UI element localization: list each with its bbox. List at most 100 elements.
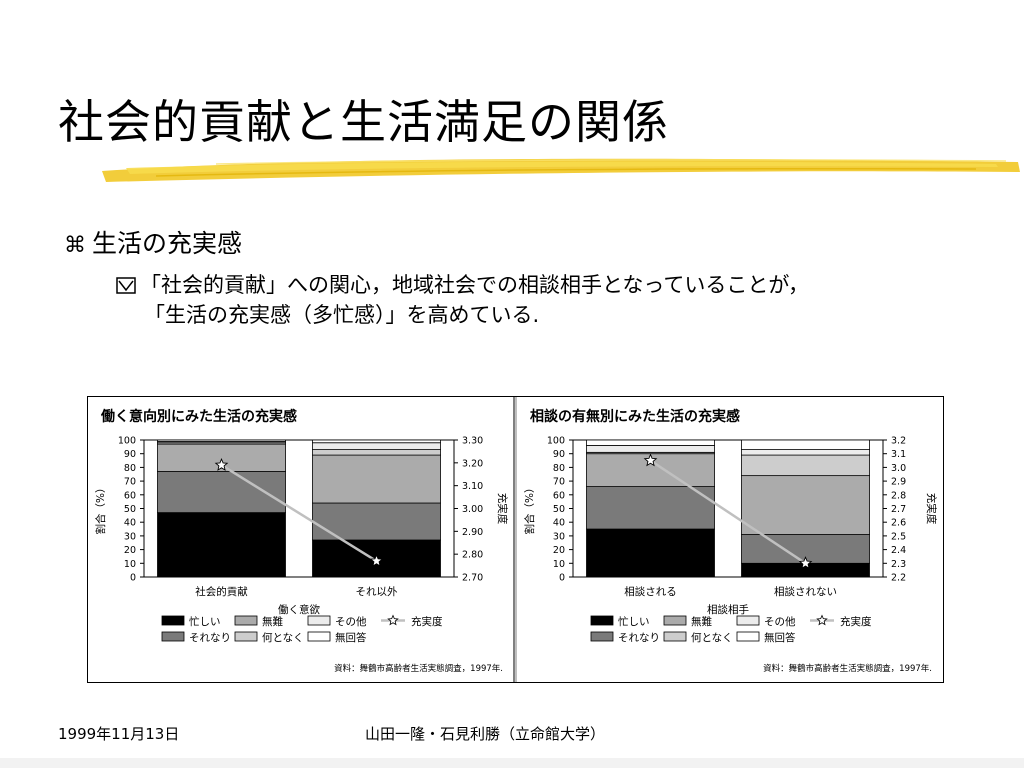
y2-tick-label: 3.10 [462, 481, 483, 492]
legend-swatch-normal [161, 631, 185, 642]
y-tick-label: 60 [553, 490, 565, 501]
y-tick-label: 10 [124, 559, 136, 570]
bar-segment-noanswer [586, 439, 715, 446]
legend-label-other: その他 [335, 615, 367, 628]
footer-authors: 山田一隆・石見利勝（立命館大学） [365, 725, 606, 743]
y-tick-label: 30 [553, 531, 565, 542]
legend-swatch-normal [590, 631, 614, 642]
legend-label-other: その他 [764, 615, 796, 628]
y-axis-label: 割合（%） [523, 483, 536, 535]
y2-tick-label: 2.9 [891, 477, 906, 488]
source-note: 資料：舞鶴市高齢者生活実態調査，1997年. [334, 663, 503, 674]
bar-segment-other [586, 445, 715, 453]
legend-star-icon [387, 614, 399, 626]
y-tick-label: 100 [118, 436, 136, 447]
line-series-fulfillment [649, 459, 807, 565]
legend-label-noanswer: 無回答 [335, 631, 367, 644]
bullet-level2-line2: 「生活の充実感（多忙感）」を高めている. [144, 303, 540, 327]
y2-tick-label: 2.5 [891, 531, 906, 542]
y2-tick-label: 3.0 [891, 463, 906, 474]
bar-segment-noanswer [312, 439, 441, 444]
y2-tick-label: 2.70 [462, 573, 483, 584]
slide-title: 社会的貢献と生活満足の関係 [58, 95, 669, 149]
y-tick-label: 50 [553, 504, 565, 515]
bar-segment-other [741, 449, 870, 456]
bar-segment-somehow [741, 454, 870, 477]
legend-label-ok: 無難 [262, 615, 283, 628]
x-tick-label: 相談される [624, 585, 677, 598]
legend-label-line: 充実度 [411, 615, 443, 628]
line-point-star-icon [798, 556, 813, 570]
bullet-level2: 「社会的貢献」への関心，地域社会での相談相手となっていることが， 「生活の充実感… [116, 270, 809, 330]
legend-label-normal: それなり [189, 632, 231, 644]
y-tick-label: 100 [547, 436, 565, 447]
y-tick-label: 40 [553, 518, 565, 529]
y-tick-label: 60 [124, 490, 136, 501]
y2-tick-label: 3.2 [891, 436, 906, 447]
y-tick-label: 50 [124, 504, 136, 515]
chart-title: 働く意向別にみた生活の充実感 [100, 408, 297, 425]
line-point-star-icon [214, 457, 229, 471]
y-tick-label: 90 [553, 449, 565, 460]
y-tick-label: 70 [124, 477, 136, 488]
x-axis-label: 相談相手 [707, 603, 749, 616]
y-tick-label: 0 [130, 573, 136, 584]
bar-segment-normal [586, 486, 715, 530]
y2-axis-label: 充実度 [925, 493, 938, 525]
bar-segment-ok [312, 454, 441, 504]
line-point-star-icon [369, 553, 384, 567]
chart-figure: 働く意向別にみた生活の充実感01020304050607080901002.70… [87, 396, 944, 683]
y2-tick-label: 2.7 [891, 504, 906, 515]
legend-swatch-somehow [663, 631, 687, 642]
bullet-level2-line1: 「社会的貢献」への関心，地域社会での相談相手となっていることが， [140, 273, 810, 297]
bottom-bar [0, 758, 1024, 768]
y-tick-label: 20 [553, 545, 565, 556]
y-tick-label: 90 [124, 449, 136, 460]
legend-swatch-busy [161, 615, 185, 626]
y-axis-label: 割合（%） [94, 483, 107, 535]
y2-tick-label: 2.4 [891, 545, 906, 556]
legend-star-icon [816, 614, 828, 626]
y-tick-label: 0 [559, 573, 565, 584]
y2-tick-label: 2.80 [462, 550, 483, 561]
checkbox-bullet-icon [116, 277, 136, 294]
y-tick-label: 70 [553, 477, 565, 488]
legend-label-noanswer: 無回答 [764, 631, 796, 644]
bar-segment-noanswer [157, 439, 286, 442]
legend-label-somehow: 何となく [262, 631, 304, 644]
x-axis-label: 働く意欲 [278, 603, 320, 616]
y2-tick-label: 2.3 [891, 559, 906, 570]
legend-swatch-other [736, 615, 760, 626]
legend-swatch-noanswer [307, 631, 331, 642]
legend-swatch-other [307, 615, 331, 626]
chart-panel-consultation: 相談の有無別にみた生活の充実感 0 10 20 30 40 50 60 70 80 90 100 2.2… [523, 408, 938, 674]
y-tick-label: 80 [124, 463, 136, 474]
y2-tick-label: 3.00 [462, 504, 483, 515]
source-note: 資料：舞鶴市高齢者生活実態調査，1997年. [763, 663, 932, 674]
legend-label-busy: 忙しい [189, 615, 221, 628]
bullet-level1-text: 生活の充実感 [92, 229, 243, 258]
legend-swatch-ok [234, 615, 258, 626]
chart-title: 相談の有無別にみた生活の充実感 [530, 408, 740, 425]
legend-swatch-noanswer [736, 631, 760, 642]
legend-label-normal: それなり [618, 632, 660, 644]
legend-label-somehow: 何となく [691, 631, 733, 644]
x-tick-label: 社会的貢献 [195, 585, 248, 598]
line-series-fulfillment [220, 464, 378, 563]
y-tick-label: 30 [124, 531, 136, 542]
bar-segment-noanswer [741, 439, 870, 450]
legend-label-line: 充実度 [840, 615, 872, 628]
x-tick-label: 相談されない [774, 585, 837, 598]
chart-panel-work-intention: 働く意向別にみた生活の充実感 0 10 20 30 40 50 60 70 80 90 100 2.70… [94, 408, 509, 674]
y2-tick-label: 3.20 [462, 458, 483, 469]
legend-swatch-somehow [234, 631, 258, 642]
legend-label-ok: 無難 [691, 615, 712, 628]
legend-swatch-busy [590, 615, 614, 626]
title-underline-brushstroke [102, 158, 1020, 182]
y-tick-label: 40 [124, 518, 136, 529]
y-tick-label: 10 [553, 559, 565, 570]
bar-segment-busy [157, 512, 286, 578]
x-tick-label: それ以外 [356, 586, 398, 598]
y2-tick-label: 2.6 [891, 518, 906, 529]
bar-segment-somehow [312, 449, 441, 456]
